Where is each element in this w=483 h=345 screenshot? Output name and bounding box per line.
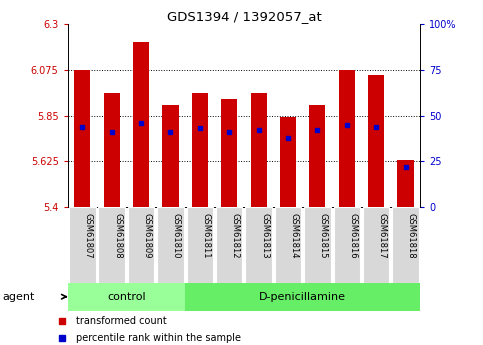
Bar	[69, 207, 96, 283]
Bar	[245, 207, 272, 283]
Text: GSM61812: GSM61812	[231, 213, 240, 258]
Text: GSM61818: GSM61818	[407, 213, 416, 259]
Text: GSM61811: GSM61811	[201, 213, 210, 258]
Bar	[74, 70, 90, 207]
Text: GSM61813: GSM61813	[260, 213, 269, 259]
Bar	[192, 93, 208, 207]
Bar	[363, 207, 389, 283]
Bar	[104, 93, 120, 207]
Text: transformed count: transformed count	[76, 316, 167, 326]
Text: GSM61810: GSM61810	[172, 213, 181, 258]
Text: GSM61816: GSM61816	[348, 213, 357, 259]
Text: D-penicillamine: D-penicillamine	[259, 292, 346, 302]
Bar	[186, 207, 213, 283]
Bar	[157, 207, 184, 283]
Text: control: control	[107, 292, 146, 302]
Bar	[398, 160, 413, 207]
Bar	[368, 75, 384, 207]
Text: GSM61809: GSM61809	[142, 213, 152, 258]
Bar	[339, 70, 355, 207]
Bar	[280, 117, 296, 207]
Bar	[99, 207, 125, 283]
Bar	[128, 207, 154, 283]
Bar	[304, 207, 330, 283]
Text: GSM61817: GSM61817	[378, 213, 386, 259]
Bar	[392, 207, 419, 283]
Bar	[216, 207, 242, 283]
Text: percentile rank within the sample: percentile rank within the sample	[76, 333, 241, 343]
Bar	[334, 207, 360, 283]
Bar	[185, 283, 420, 310]
Bar	[275, 207, 301, 283]
Text: GSM61814: GSM61814	[289, 213, 298, 258]
Bar	[68, 283, 185, 310]
Text: GSM61808: GSM61808	[113, 213, 122, 259]
Bar	[133, 42, 149, 207]
Text: GSM61815: GSM61815	[319, 213, 328, 258]
Text: GSM61807: GSM61807	[84, 213, 93, 259]
Bar	[309, 106, 326, 207]
Bar	[162, 106, 179, 207]
Bar	[221, 99, 237, 207]
Title: GDS1394 / 1392057_at: GDS1394 / 1392057_at	[167, 10, 321, 23]
Text: agent: agent	[2, 292, 35, 302]
Bar	[251, 93, 267, 207]
